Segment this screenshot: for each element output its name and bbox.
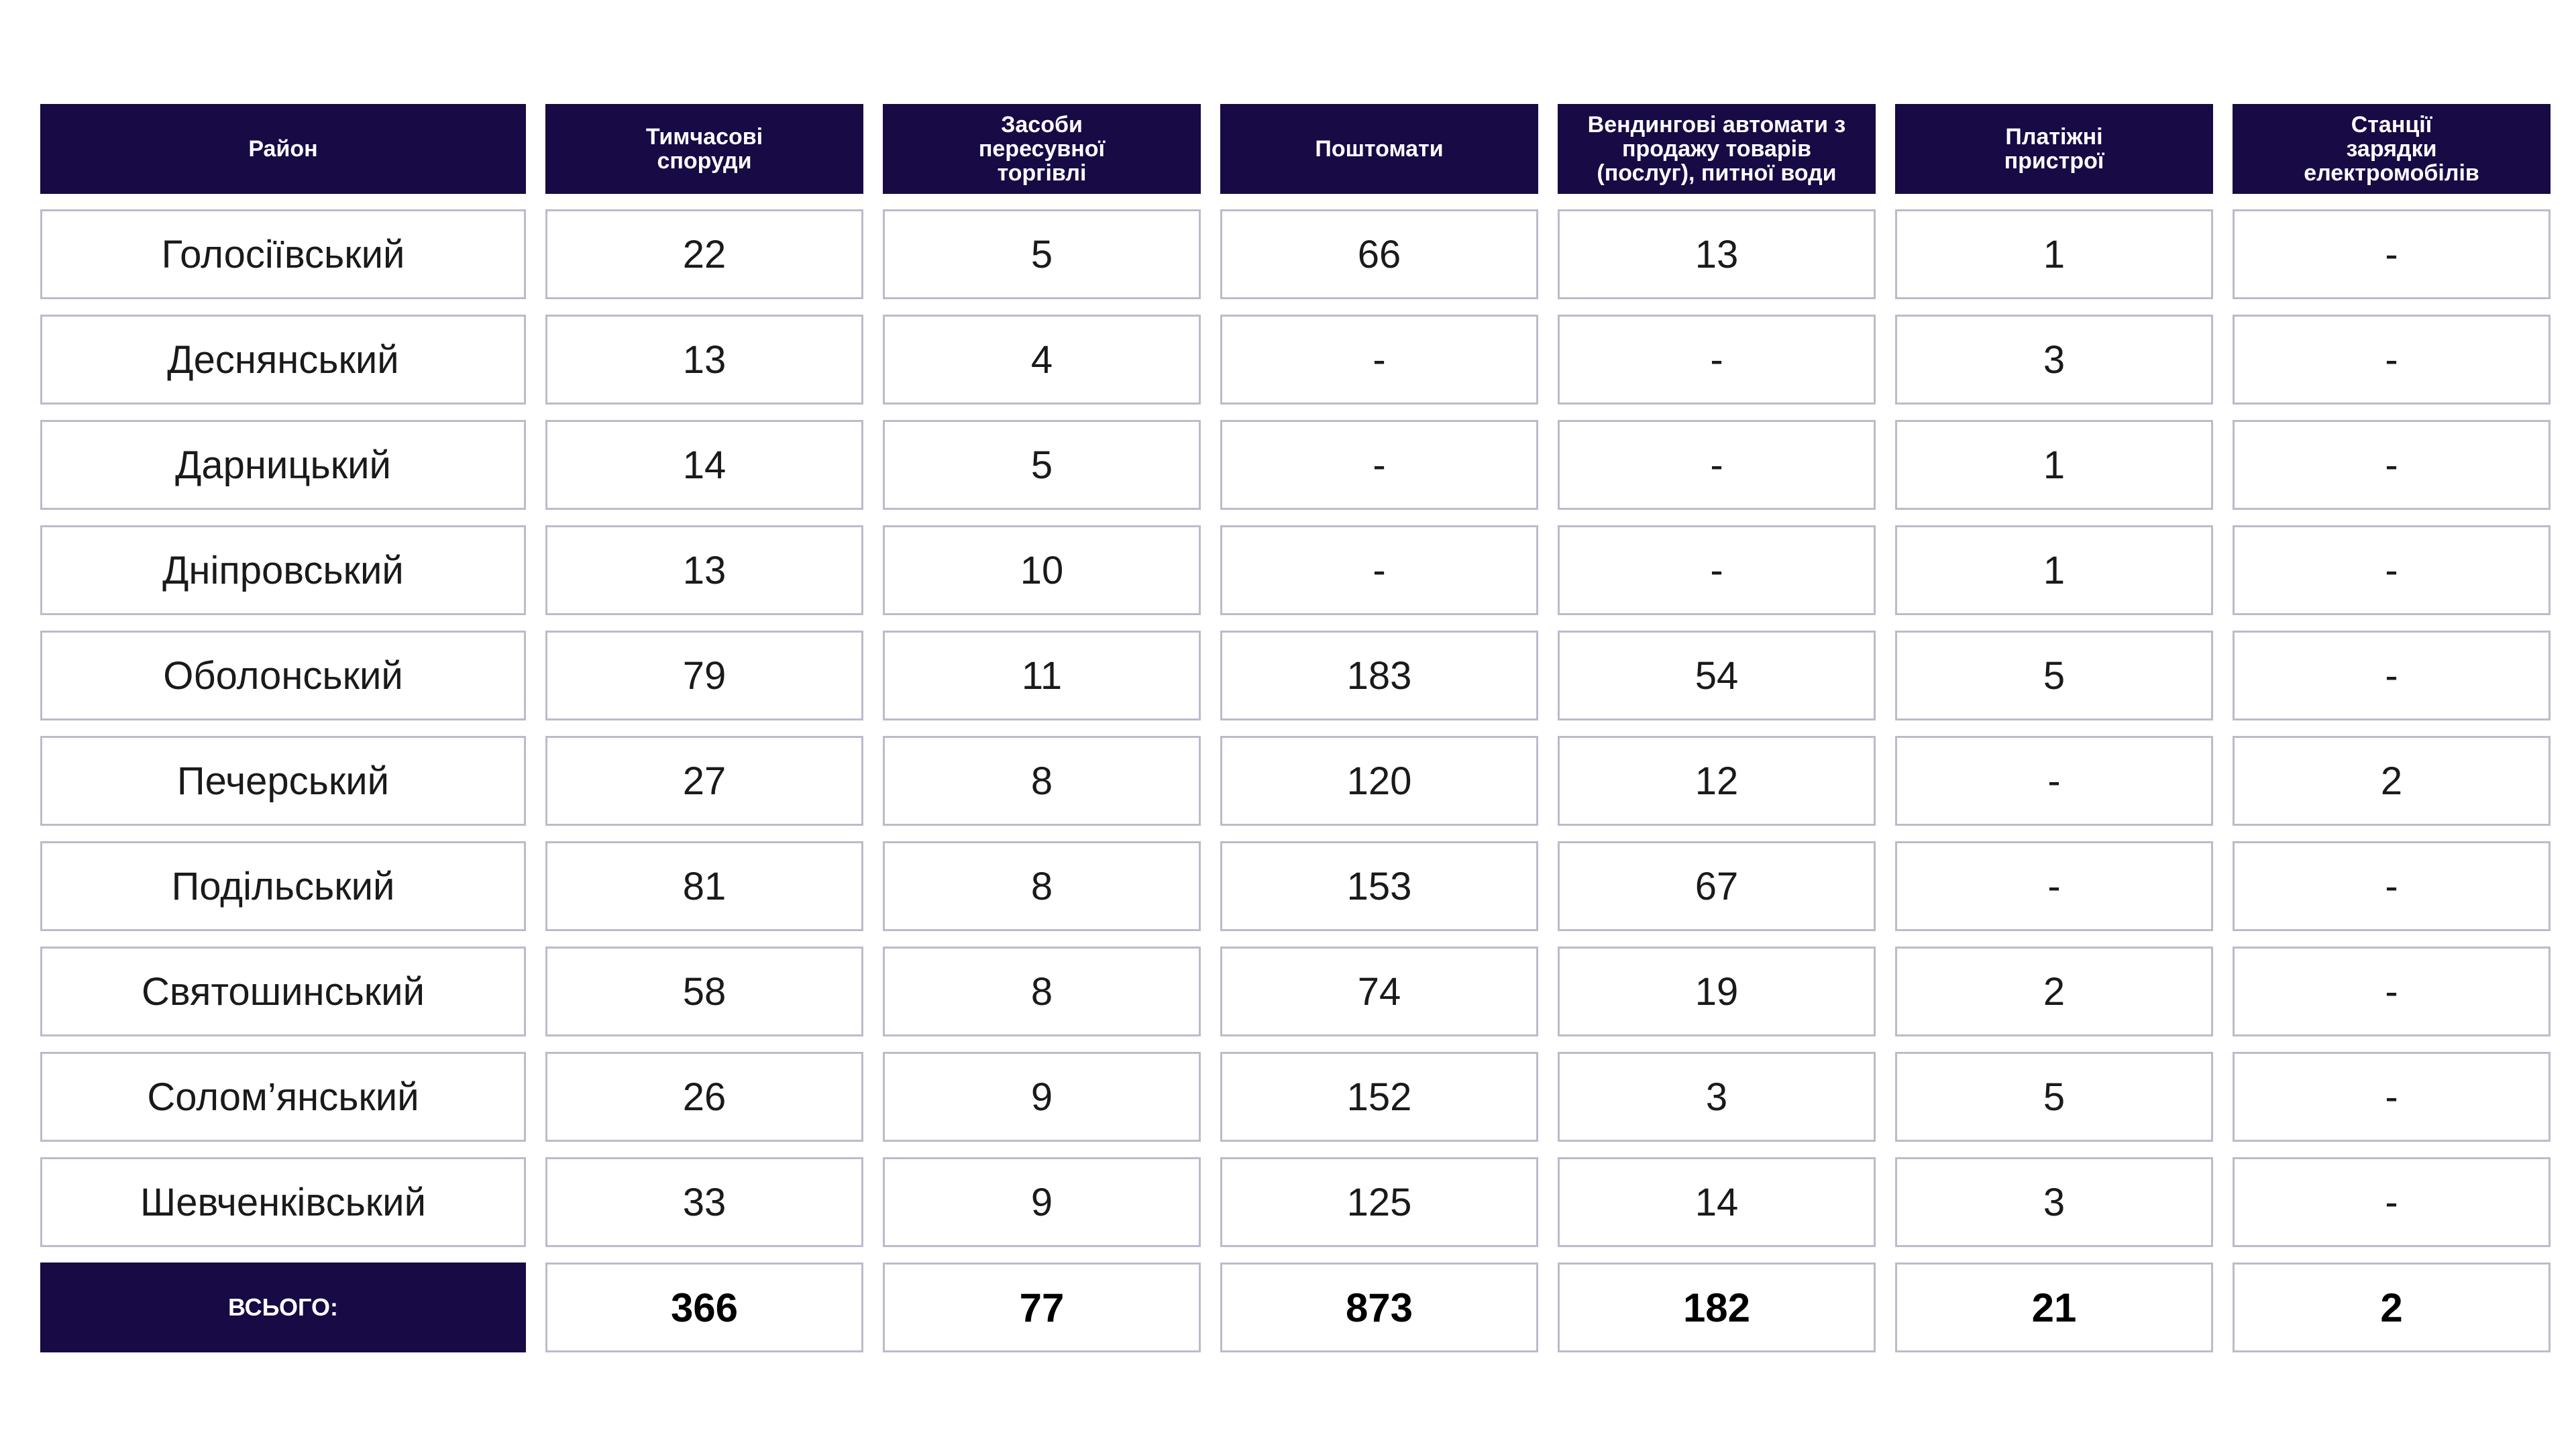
header-parcel-lockers: Поштомати	[1220, 104, 1538, 194]
cell-value: 26	[545, 1052, 863, 1142]
cell-district: Дніпровський	[40, 525, 526, 615]
cell-value: -	[2233, 947, 2551, 1036]
cell-value: -	[1895, 736, 2213, 826]
cell-value: -	[2233, 420, 2551, 510]
cell-district: Дарницький	[40, 420, 526, 510]
header-payment-terminals: Платіжні пристрої	[1895, 104, 2213, 194]
cell-value: 120	[1220, 736, 1538, 826]
cell-value: 13	[1558, 209, 1876, 299]
cell-value: 22	[545, 209, 863, 299]
header-ev-charging: Станції зарядки електромобілів	[2233, 104, 2551, 194]
cell-value: 58	[545, 947, 863, 1036]
cell-value: -	[1558, 525, 1876, 615]
cell-value: -	[1558, 315, 1876, 405]
cell-value: 12	[1558, 736, 1876, 826]
cell-value: 4	[883, 315, 1201, 405]
cell-value: 54	[1558, 631, 1876, 720]
cell-value: 81	[545, 841, 863, 931]
cell-value: 14	[545, 420, 863, 510]
cell-value: 79	[545, 631, 863, 720]
cell-value: -	[2233, 209, 2551, 299]
cell-value: 1	[1895, 209, 2213, 299]
cell-value: 125	[1220, 1157, 1538, 1247]
cell-value: -	[2233, 1052, 2551, 1142]
cell-value: 1	[1895, 420, 2213, 510]
cell-district: Голосіївський	[40, 209, 526, 299]
total-value: 873	[1220, 1263, 1538, 1352]
cell-value: 2	[2233, 736, 2551, 826]
cell-district: Деснянський	[40, 315, 526, 405]
cell-value: -	[1220, 525, 1538, 615]
cell-value: 33	[545, 1157, 863, 1247]
header-mobile-trade: Засоби пересувної торгівлі	[883, 104, 1201, 194]
cell-value: 1	[1895, 525, 2213, 615]
cell-value: 9	[883, 1052, 1201, 1142]
districts-table: Район Тимчасові споруди Засоби пересувної т…	[40, 104, 2551, 1352]
cell-value: -	[2233, 315, 2551, 405]
cell-district: Солом’янський	[40, 1052, 526, 1142]
cell-value: 3	[1895, 315, 2213, 405]
total-label: ВСЬОГО:	[40, 1263, 526, 1352]
cell-value: -	[1558, 420, 1876, 510]
cell-value: -	[1895, 841, 2213, 931]
total-value: 77	[883, 1263, 1201, 1352]
total-value: 2	[2233, 1263, 2551, 1352]
cell-value: 19	[1558, 947, 1876, 1036]
cell-value: -	[2233, 1157, 2551, 1247]
total-value: 182	[1558, 1263, 1876, 1352]
cell-value: 183	[1220, 631, 1538, 720]
cell-value: 3	[1895, 1157, 2213, 1247]
cell-value: 8	[883, 841, 1201, 931]
cell-value: 5	[1895, 1052, 2213, 1142]
header-vending-machines: Вендингові автомати з продажу товарів (пос…	[1558, 104, 1876, 194]
cell-value: 5	[883, 420, 1201, 510]
cell-value: 2	[1895, 947, 2213, 1036]
cell-value: 27	[545, 736, 863, 826]
header-district: Район	[40, 104, 526, 194]
cell-value: 74	[1220, 947, 1538, 1036]
cell-value: 67	[1558, 841, 1876, 931]
cell-value: -	[2233, 525, 2551, 615]
cell-district: Оболонський	[40, 631, 526, 720]
cell-value: 13	[545, 525, 863, 615]
cell-value: 11	[883, 631, 1201, 720]
total-value: 21	[1895, 1263, 2213, 1352]
cell-value: 10	[883, 525, 1201, 615]
cell-district: Святошинський	[40, 947, 526, 1036]
cell-district: Шевченківський	[40, 1157, 526, 1247]
cell-value: 13	[545, 315, 863, 405]
cell-value: 9	[883, 1157, 1201, 1247]
cell-value: 153	[1220, 841, 1538, 931]
cell-value: 5	[883, 209, 1201, 299]
cell-value: 5	[1895, 631, 2213, 720]
total-value: 366	[545, 1263, 863, 1352]
cell-value: 152	[1220, 1052, 1538, 1142]
cell-value: -	[1220, 420, 1538, 510]
cell-district: Подільський	[40, 841, 526, 931]
cell-value: 8	[883, 947, 1201, 1036]
cell-district: Печерський	[40, 736, 526, 826]
cell-value: 8	[883, 736, 1201, 826]
cell-value: -	[1220, 315, 1538, 405]
cell-value: -	[2233, 631, 2551, 720]
cell-value: 14	[1558, 1157, 1876, 1247]
cell-value: 66	[1220, 209, 1538, 299]
cell-value: -	[2233, 841, 2551, 931]
header-temporary-structures: Тимчасові споруди	[545, 104, 863, 194]
cell-value: 3	[1558, 1052, 1876, 1142]
